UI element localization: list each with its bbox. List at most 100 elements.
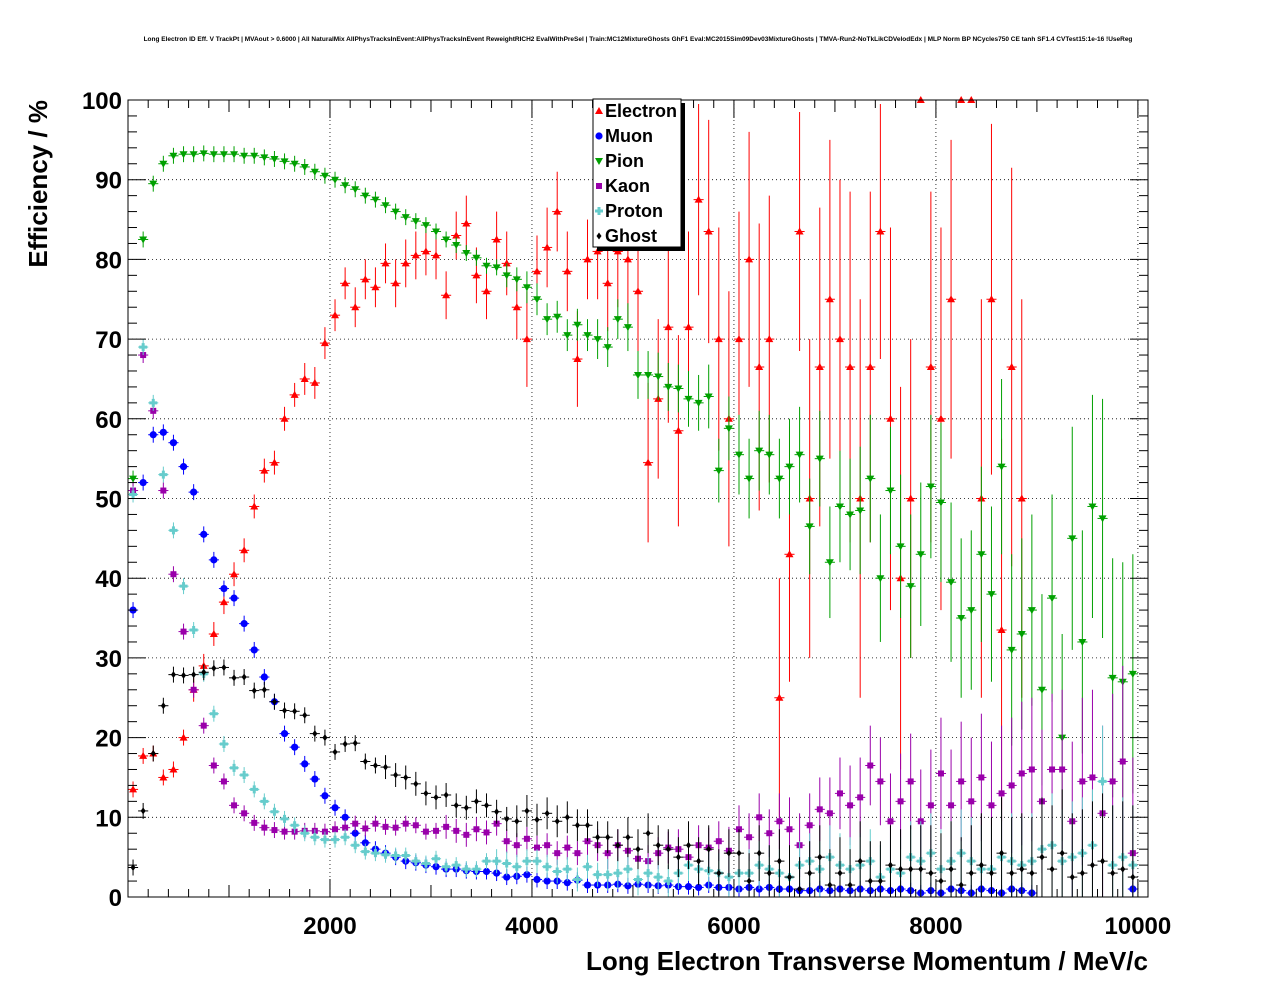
data-point-electron [603,279,612,287]
data-point-ghost [514,817,520,825]
legend-entry: Muon [605,126,653,146]
data-point-pion [704,393,713,401]
legend-entry: Proton [605,201,663,221]
data-point-electron [704,227,713,235]
y-tick-label: 60 [95,407,122,434]
data-point-electron [209,629,218,637]
data-point-kaon [715,838,722,845]
data-point-electron [129,785,138,793]
data-point-pion [230,151,239,159]
data-point-pion [694,399,703,407]
data-point-ghost [585,821,591,829]
data-point-ghost [302,711,308,719]
data-point-muon [331,804,339,812]
data-point-pion [775,475,784,483]
data-point-electron [835,335,844,343]
series-pion [128,145,1138,842]
data-point-pion [472,254,481,262]
data-point-ghost [1019,865,1025,873]
data-point-kaon [473,826,480,833]
data-point-pion [250,152,259,160]
data-point-proton [341,833,350,842]
series-muon [128,424,1138,897]
data-point-electron [492,235,501,243]
data-point-muon [210,556,218,564]
data-point-electron [310,378,319,386]
y-tick-label: 20 [95,726,122,753]
data-point-kaon [877,778,884,785]
data-point-ghost [746,877,752,885]
data-point-proton [331,835,340,844]
data-point-pion [846,511,855,519]
data-point-electron [563,267,572,275]
data-point-kaon [816,806,823,813]
data-point-electron [290,390,299,398]
data-point-pion [987,591,996,599]
data-point-kaon [836,790,843,797]
data-point-ghost [504,815,510,823]
data-point-proton [593,870,602,879]
data-point-proton [310,833,319,842]
data-point-proton [613,869,622,878]
data-point-kaon [231,802,238,809]
data-point-ghost [918,865,924,873]
data-point-ghost [393,771,399,779]
data-point-pion [553,313,562,321]
data-point-proton [139,343,148,352]
data-point-kaon [402,820,409,827]
data-point-proton [169,526,178,535]
data-point-muon [260,673,268,681]
data-point-pion [179,151,188,159]
data-point-ghost [726,849,732,857]
data-point-electron [442,291,451,299]
data-point-ghost [403,773,409,781]
data-point-kaon [1089,774,1096,781]
data-point-ghost [595,833,601,841]
data-point-electron [411,251,420,259]
data-point-kaon [564,844,571,851]
data-point-kaon [826,810,833,817]
data-point-kaon [463,831,470,838]
data-point-ghost [605,833,611,841]
data-point-muon [240,620,248,628]
data-point-ghost [958,881,964,889]
data-point-kaon [523,835,530,842]
data-point-ghost [191,671,197,679]
data-point-ghost [938,877,944,885]
data-point-kaon [332,826,339,833]
data-point-proton [603,870,612,879]
data-point-ghost [564,813,570,821]
data-point-pion [149,180,158,188]
data-point-muon [523,871,531,879]
data-point-pion [866,475,875,483]
data-point-proton [250,785,259,794]
data-point-kaon [978,774,985,781]
data-point-muon [280,730,289,738]
data-point-kaon [220,778,227,785]
data-point-proton [351,841,360,850]
data-point-electron [623,255,632,263]
data-point-ghost [140,807,146,815]
data-point-kaon [746,834,753,841]
data-point-electron [876,227,885,235]
x-tick-label: 10000 [1105,913,1172,940]
y-tick-label: 40 [95,566,122,593]
data-point-proton [411,857,420,866]
x-tick-label: 4000 [505,913,558,940]
data-point-kaon [422,828,429,835]
data-point-pion [977,551,986,559]
data-point-muon [291,743,299,751]
data-point-pion [1017,630,1026,638]
data-point-proton [573,875,582,884]
data-point-ghost [1009,869,1015,877]
data-point-muon [301,760,309,768]
data-point-ghost [908,865,914,873]
data-point-pion [280,158,289,166]
data-point-electron [926,362,935,370]
data-point-pion [341,182,350,190]
data-point-pion [835,503,844,511]
data-point-proton [583,862,592,871]
chart-title: Long Electron ID Eff. V TrackPt | MVAout… [143,36,1133,43]
data-point-ghost [453,801,459,809]
data-point-kaon [948,802,955,809]
